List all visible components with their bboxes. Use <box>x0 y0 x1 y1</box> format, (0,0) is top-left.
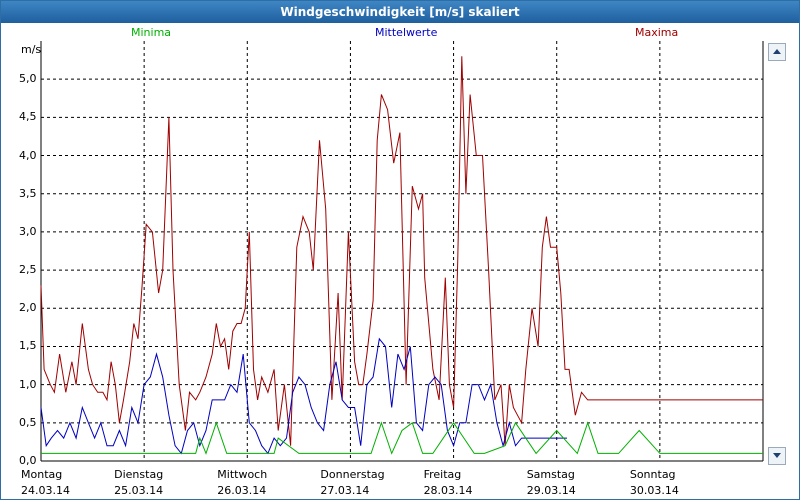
series-line-minima <box>41 421 763 455</box>
x-tick-day: Freitag <box>423 468 462 481</box>
x-tick-day: Sonntag <box>629 468 676 481</box>
y-tick-label: 3,0 <box>19 224 37 238</box>
y-tick-label: 4,5 <box>19 110 37 124</box>
y-tick-label: 2,0 <box>19 301 37 315</box>
scroll-down-button[interactable] <box>768 447 786 465</box>
x-tick-date: 30.03.14 <box>629 484 679 497</box>
x-tick-date: 28.03.14 <box>423 484 473 497</box>
y-tick-label: 5,0 <box>19 72 37 86</box>
x-tick-day: Samstag <box>526 468 575 481</box>
y-tick-label: 0,0 <box>19 454 37 467</box>
arrow-down-icon <box>773 453 781 458</box>
legend-minima: Minima <box>131 26 172 39</box>
x-tick-day: Donnerstag <box>320 468 385 481</box>
y-tick-label: 4,0 <box>19 148 37 162</box>
x-tick-date: 26.03.14 <box>217 484 267 497</box>
x-tick-date: 24.03.14 <box>21 484 70 497</box>
series-line-mittelwerte <box>40 337 567 455</box>
x-tick-day: Dienstag <box>114 468 164 481</box>
scroll-up-button[interactable] <box>768 43 786 61</box>
x-tick-day: Montag <box>21 468 63 481</box>
y-tick-label: 2,5 <box>19 263 37 277</box>
y-axis-label: m/s <box>21 43 42 56</box>
window-title: Windgeschwindigkeit [m/s] skaliert <box>1 1 799 23</box>
y-tick-label: 1,0 <box>19 377 37 391</box>
x-tick-day: Mittwoch <box>217 468 268 481</box>
x-tick-date: 25.03.14 <box>114 484 164 497</box>
legend-mittelwerte: Mittelwerte <box>375 26 438 39</box>
y-tick-label: 1,5 <box>19 339 37 353</box>
x-tick-date: 29.03.14 <box>526 484 576 497</box>
arrow-up-icon <box>773 49 781 54</box>
x-tick-date: 27.03.14 <box>320 484 370 497</box>
legend-maxima: Maxima <box>635 26 679 39</box>
y-tick-label: 3,5 <box>19 186 37 200</box>
series-line-maxima <box>40 56 763 446</box>
y-tick-label: 0,5 <box>19 415 37 429</box>
